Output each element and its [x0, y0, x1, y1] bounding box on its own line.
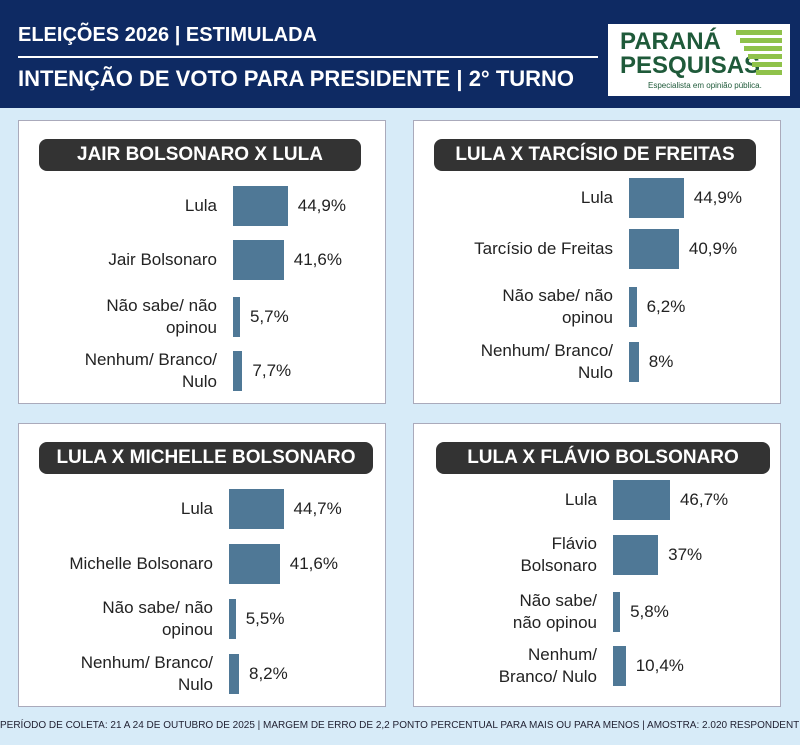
header: ELEIÇÕES 2026 | ESTIMULADA INTENÇÃO DE V… — [0, 0, 800, 108]
bar — [629, 178, 684, 218]
category-label: Nenhum/ Branco/ Nulo — [498, 645, 597, 686]
bar — [629, 342, 639, 382]
category-label: Jair Bolsonaro — [108, 250, 217, 269]
title: ELEIÇÕES 2026 | ESTIMULADA — [18, 24, 317, 46]
bar — [233, 351, 243, 391]
value-label: 8,2% — [249, 664, 288, 683]
category-label: Nenhum/ Branco/ Nulo — [480, 341, 613, 382]
category-label: Não sabe/ não opinou — [512, 591, 597, 632]
value-label: 5,5% — [245, 609, 285, 628]
footer: PERÍODO DE COLETA: 21 A 24 DE OUTUBRO DE… — [0, 720, 800, 731]
subtitle: INTENÇÃO DE VOTO PARA PRESIDENTE | 2° TU… — [18, 66, 575, 91]
chart-title: LULA X TARCÍSIO DE FREITAS — [434, 139, 756, 171]
value-label: 37% — [668, 545, 703, 564]
value-label: 7,7% — [252, 361, 292, 380]
value-label: 5,8% — [630, 602, 669, 621]
logo-stripe — [752, 62, 782, 67]
bar — [629, 287, 637, 327]
category-label: Flávio Bolsonaro — [520, 534, 597, 575]
bar — [613, 592, 621, 632]
bar — [613, 646, 626, 686]
bar — [229, 654, 239, 694]
category-label: Nenhum/ Branco/ Nulo — [84, 350, 217, 391]
logo: PARANÁ PESQUISAS Especialista em opinião… — [608, 24, 790, 96]
value-label: 5,7% — [249, 307, 289, 326]
value-label: 8% — [648, 352, 674, 371]
value-label: 6,2% — [646, 297, 686, 316]
bar — [229, 599, 236, 639]
bar — [233, 297, 240, 337]
chart-title: LULA X MICHELLE BOLSONARO — [39, 442, 373, 474]
bar — [229, 544, 280, 584]
value-label: 44,9% — [297, 196, 346, 215]
value-label: 40,9% — [688, 239, 738, 258]
chart-title: JAIR BOLSONARO X LULA — [39, 139, 361, 171]
bar — [233, 240, 284, 280]
chart-panel: LULA X TARCÍSIO DE FREITAS Lula 44,9% Tarcí… — [413, 120, 781, 404]
bar — [613, 535, 659, 575]
category-label: Lula — [564, 490, 597, 509]
category-label: Não sabe/ não opinou — [102, 598, 213, 639]
logo-stripe — [748, 54, 782, 59]
logo-stripe — [736, 30, 782, 35]
category-label: Nenhum/ Branco/ Nulo — [80, 653, 213, 694]
bar — [233, 186, 288, 226]
value-label: 44,9% — [693, 188, 742, 207]
value-label: 41,6% — [293, 250, 342, 269]
value-label: 44,7% — [293, 499, 342, 518]
value-label: 41,6% — [289, 554, 338, 573]
logo-stripe — [744, 46, 782, 51]
value-label: 46,7% — [679, 490, 729, 509]
value-label: 10,4% — [635, 656, 684, 675]
bar — [613, 480, 670, 520]
category-label: Lula — [184, 196, 217, 215]
chart-panel: LULA X MICHELLE BOLSONARO Lula 44,7% Michel… — [18, 423, 386, 707]
bar — [229, 489, 284, 529]
category-label: Michelle Bolsonaro — [69, 554, 213, 573]
bar — [629, 229, 679, 269]
chart-title: LULA X FLÁVIO BOLSONARO — [436, 442, 770, 474]
logo-line: PESQUISAS — [620, 52, 761, 79]
category-label: Não sabe/ não opinou — [106, 296, 217, 337]
logo-stripe — [756, 70, 782, 75]
category-label: Não sabe/ não opinou — [502, 286, 613, 327]
category-label: Lula — [580, 188, 613, 207]
category-label: Lula — [180, 499, 213, 518]
divider — [18, 56, 598, 58]
chart-panel: JAIR BOLSONARO X LULA Lula 44,9% Jair Bolso… — [18, 120, 386, 404]
category-label: Tarcísio de Freitas — [474, 239, 613, 258]
logo-stripe — [740, 38, 782, 43]
logo-tagline: Especialista em opinião pública. — [648, 81, 762, 90]
chart-panel: LULA X FLÁVIO BOLSONARO Lula 46,7% Flávio B… — [413, 423, 781, 707]
logo-line: PARANÁ — [620, 28, 721, 55]
